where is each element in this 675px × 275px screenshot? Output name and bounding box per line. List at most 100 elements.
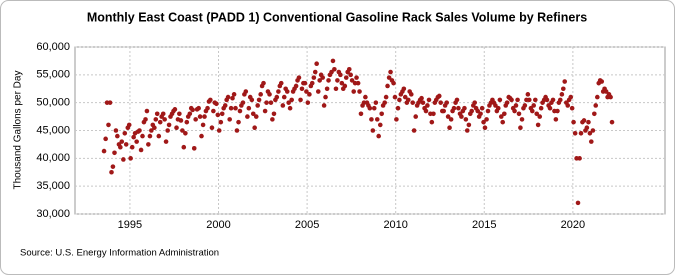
y-tick-label: 30,000 [36,208,70,220]
data-point [444,100,450,105]
data-point [451,105,457,111]
data-point [208,97,213,103]
data-point [525,92,531,97]
data-point [515,97,520,103]
data-point [305,100,311,105]
data-point [172,107,178,112]
data-point [231,92,237,97]
data-point [462,105,467,111]
data-point [131,134,136,140]
data-point [261,80,266,86]
data-point [323,94,328,100]
data-point [193,117,198,122]
data-point [383,94,389,100]
data-point [547,105,553,111]
data-point [592,111,597,117]
data-point [113,128,119,133]
data-point [245,114,250,119]
data-point [278,80,284,86]
data-point [454,97,460,103]
y-tick-label: 50,000 [36,97,70,109]
data-point [445,114,451,119]
data-point [518,125,523,131]
y-tick-label: 40,000 [36,152,70,164]
data-point [119,139,125,144]
data-point [391,80,396,86]
data-point [178,118,184,123]
data-point [495,105,501,111]
data-point [529,108,535,114]
data-point [522,103,528,108]
data-point [146,142,151,147]
data-point [395,105,401,111]
data-point [484,117,489,122]
data-point [578,130,584,136]
data-point [533,97,538,103]
data-point [426,97,432,103]
data-point [218,119,224,125]
data-point [253,114,259,119]
data-point [304,89,309,94]
data-point [348,72,353,78]
data-point [469,108,474,114]
data-point [149,128,154,133]
data-point [311,75,317,80]
data-point [216,128,222,133]
data-point [456,105,461,111]
x-tick-label: 2015 [472,219,496,231]
data-point [276,89,281,94]
data-point [423,108,429,114]
data-point [572,130,578,136]
source-note: Source: U.S. Energy Information Administ… [20,248,219,259]
data-point [333,86,339,92]
data-point [342,83,348,89]
data-point [228,105,234,111]
data-point [373,100,379,105]
data-point [274,94,280,100]
data-point [565,103,571,108]
data-point [126,122,132,128]
data-point [110,164,116,169]
data-point [531,103,537,108]
data-point [307,92,312,97]
data-point [575,200,581,206]
data-point [222,103,228,108]
data-point [211,108,216,114]
data-point [134,139,139,144]
data-point [588,139,594,144]
data-point [553,117,559,122]
data-point [256,97,262,103]
data-point [519,117,525,122]
data-point [219,111,225,117]
data-point [392,94,398,100]
data-point [317,78,322,83]
data-point [112,150,117,156]
x-tick-label: 2020 [561,219,585,231]
data-point [153,117,159,122]
data-point [376,133,381,139]
data-point [199,133,204,139]
data-point [569,105,575,111]
data-point [577,156,582,161]
data-point [419,95,424,101]
data-point [280,103,286,108]
data-point [271,111,277,117]
data-point [402,94,408,100]
data-point [268,100,274,105]
y-axis-label: Thousand Gallons per Day [13,71,24,190]
data-point [215,112,221,118]
data-point [296,75,302,80]
data-point [166,122,172,128]
data-point [371,105,377,111]
data-point [324,86,330,92]
data-point [386,75,392,80]
data-point [315,89,321,94]
data-point [152,125,157,131]
data-point [394,117,399,122]
data-point [562,79,568,84]
data-point [509,97,514,103]
data-point [481,119,486,125]
data-point [420,100,426,105]
data-point [436,93,442,99]
